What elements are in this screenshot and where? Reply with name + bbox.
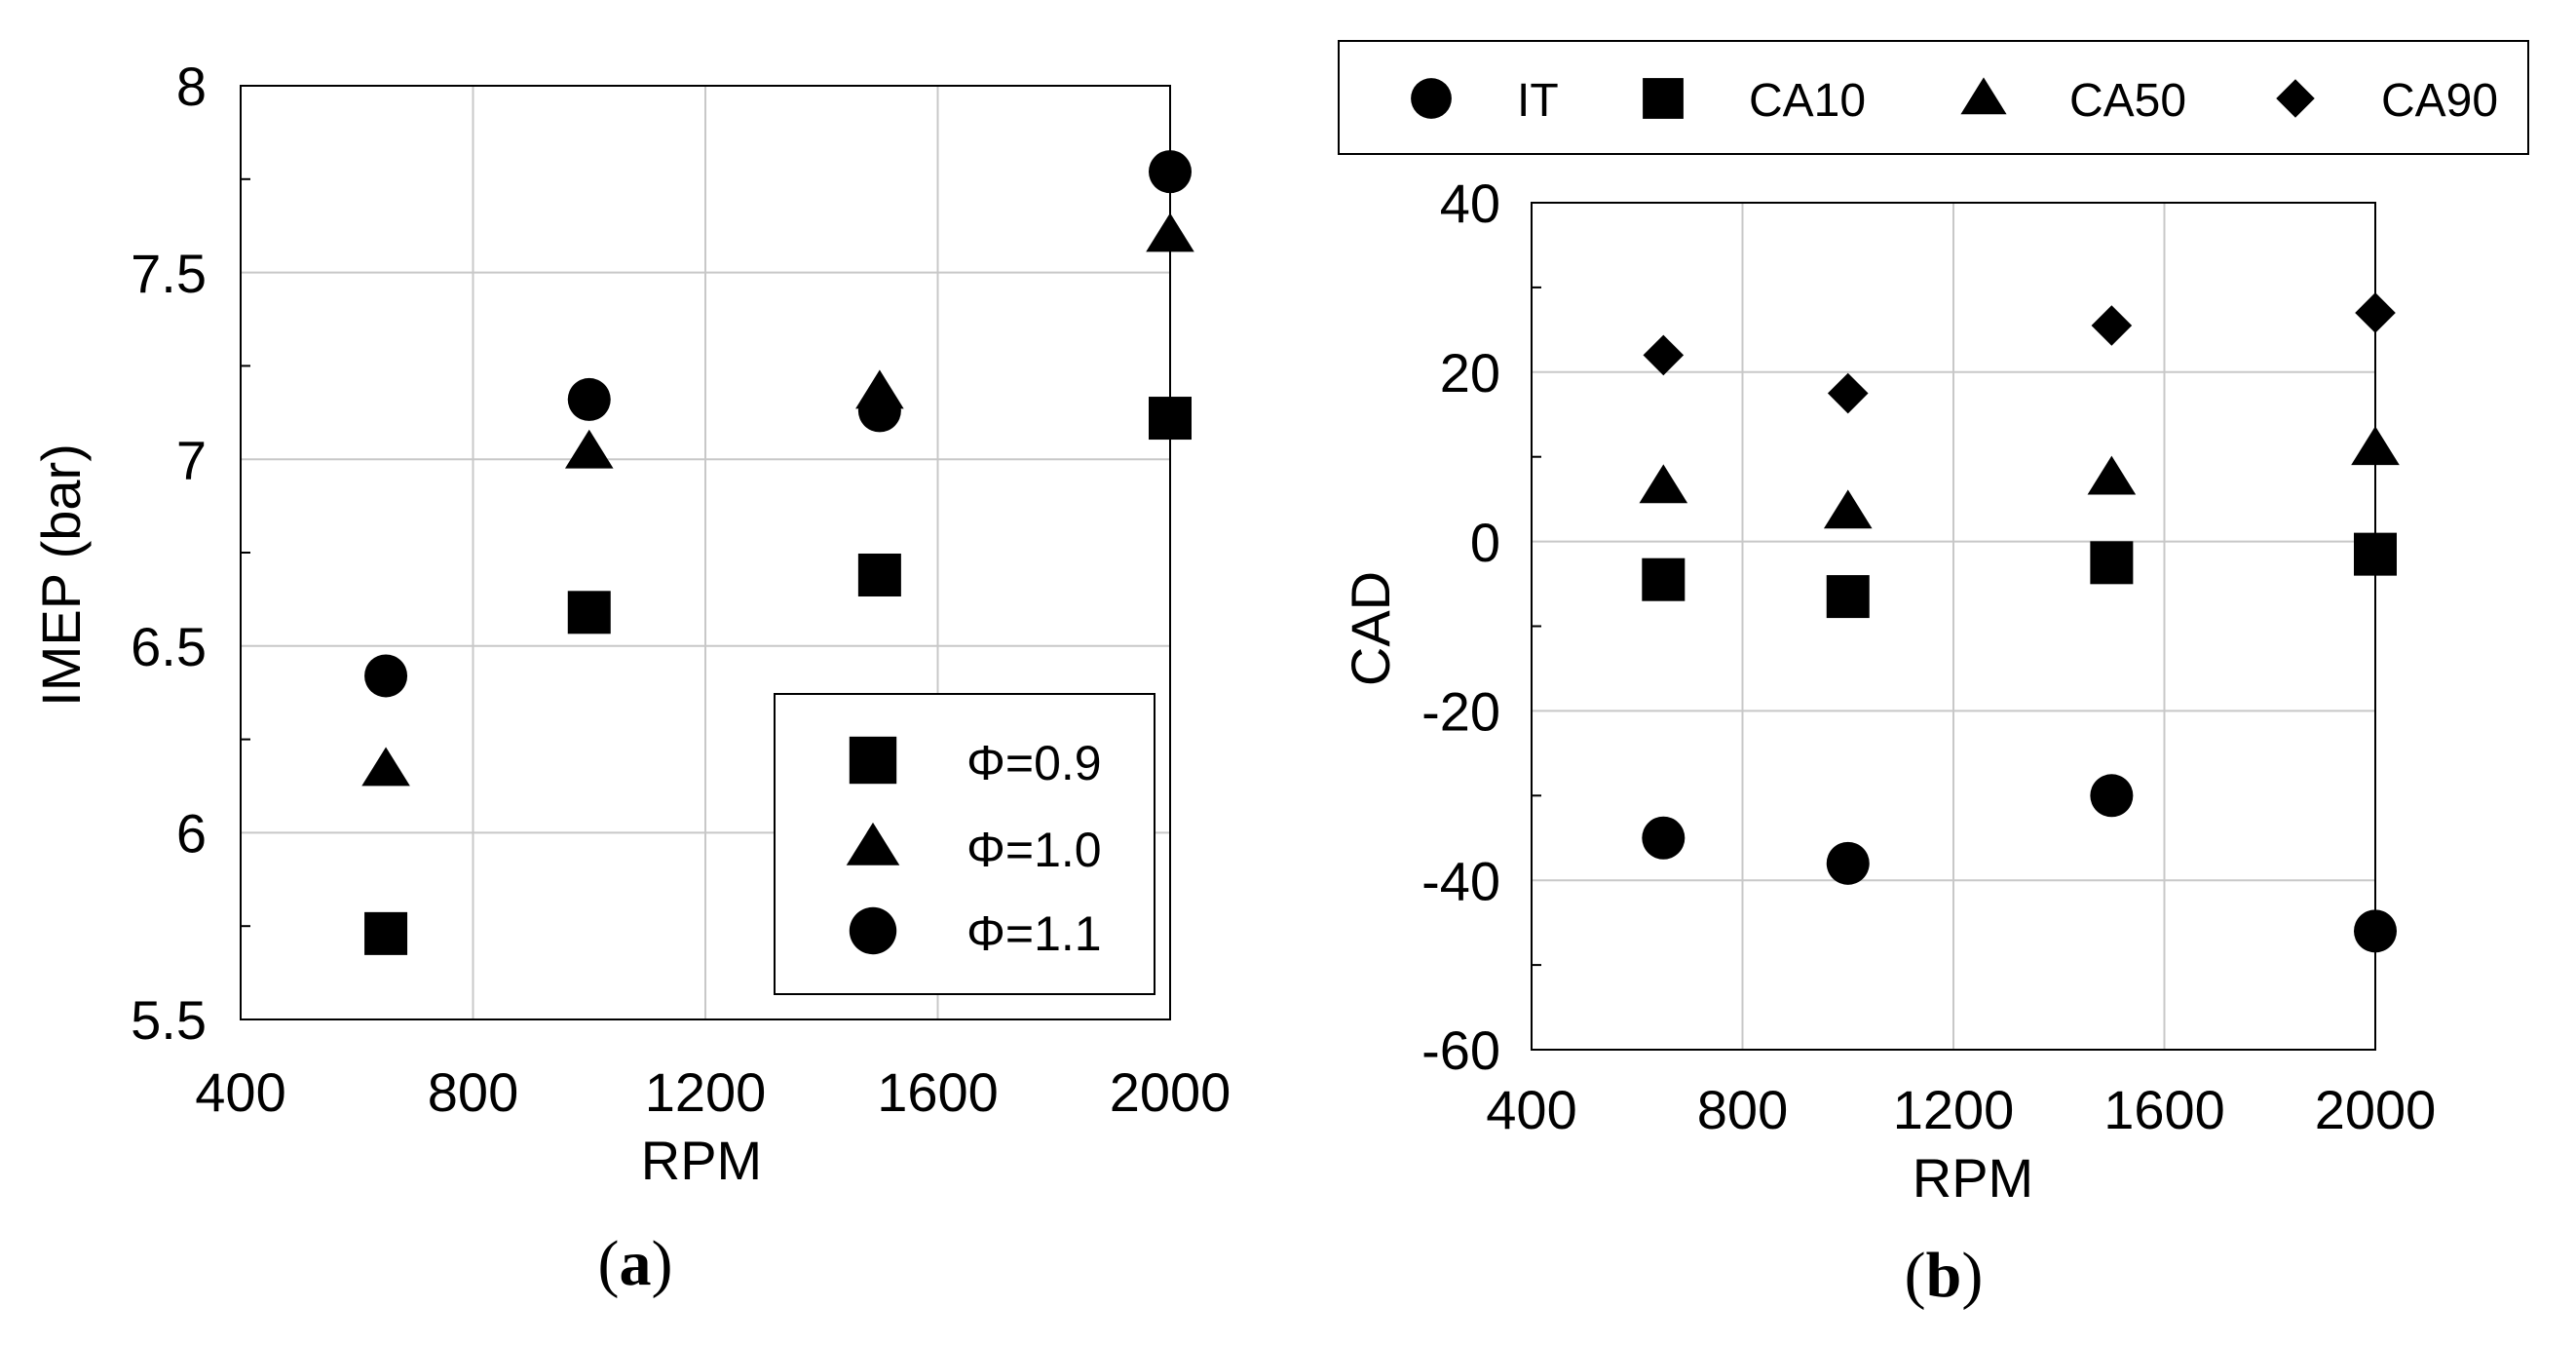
legend-label: IT xyxy=(1517,75,1559,127)
data-point-circle xyxy=(1826,841,1870,885)
panel-a-imep-chart: 400 800 1200 1600 2000 5.5 6 6.5 7 7.5 8 RPM IMEP… xyxy=(30,56,1231,1299)
panel-a-x-axis-title: RPM xyxy=(641,1130,762,1191)
x-tick-label: 400 xyxy=(1486,1079,1576,1140)
panel-a-y-tick-labels: 5.5 6 6.5 7 7.5 8 xyxy=(131,56,207,1051)
legend-marker-diamond xyxy=(2276,79,2315,118)
legend-label: Φ=1.1 xyxy=(966,906,1102,961)
y-tick-label: 40 xyxy=(1440,173,1500,234)
panel-b-x-tick-labels: 400 800 1200 1600 2000 xyxy=(1486,1079,2436,1140)
data-point-circle xyxy=(1149,150,1192,194)
panel-a-grid xyxy=(241,86,1170,1019)
data-point-triangle xyxy=(2351,426,2400,466)
y-tick-label: 5.5 xyxy=(131,989,207,1051)
x-tick-label: 1200 xyxy=(645,1061,767,1123)
data-point-diamond xyxy=(1827,372,1869,414)
data-point-diamond xyxy=(1643,334,1685,376)
panel-b-label: (b) xyxy=(1905,1240,1984,1311)
data-point-circle xyxy=(567,377,611,421)
panel-b-legend: IT CA10 CA50 CA90 xyxy=(1338,40,2529,155)
panel-b-legend-box xyxy=(1338,40,2529,155)
panel-b-legend-entries: IT CA10 CA50 CA90 xyxy=(1411,75,2498,127)
panel-b-plot-frame xyxy=(1531,202,2376,1051)
x-tick-label: 400 xyxy=(195,1061,285,1123)
legend-label: CA10 xyxy=(1749,75,1866,127)
data-point-triangle xyxy=(1639,464,1688,504)
panel-b-x-axis-title: RPM xyxy=(1913,1147,2033,1209)
data-point-square xyxy=(1642,557,1686,601)
data-point-square xyxy=(1149,397,1192,441)
y-tick-label: 6 xyxy=(176,803,207,865)
data-point-diamond xyxy=(2091,305,2133,346)
legend-marker-circle xyxy=(1411,78,1452,119)
legend-label: Φ=1.0 xyxy=(966,823,1102,877)
panel-b-grid xyxy=(1532,203,2375,1050)
data-point-square xyxy=(2090,541,2134,585)
data-point-triangle xyxy=(2087,455,2137,495)
y-tick-label: -20 xyxy=(1421,681,1500,743)
legend-marker-triangle xyxy=(1960,77,2007,115)
panel-a-legend-entries: Φ=0.9 Φ=1.0 Φ=1.1 xyxy=(846,736,1102,961)
panel-a-legend: Φ=0.9 Φ=1.0 Φ=1.1 xyxy=(774,693,1155,995)
x-tick-label: 1200 xyxy=(1893,1079,2015,1140)
panel-b-data-points xyxy=(1639,292,2400,953)
y-tick-label: -40 xyxy=(1421,850,1500,911)
legend-marker-square xyxy=(849,736,897,785)
data-point-triangle xyxy=(1823,489,1873,529)
panel-a-data-points xyxy=(361,150,1194,955)
legend-marker-triangle xyxy=(846,822,900,865)
y-tick-label: 8 xyxy=(176,56,207,117)
x-tick-label: 1600 xyxy=(877,1061,999,1123)
x-tick-label: 800 xyxy=(428,1061,518,1123)
data-point-diamond xyxy=(2355,292,2396,333)
legend-label: CA90 xyxy=(2381,75,2498,127)
x-tick-label: 2000 xyxy=(2315,1079,2437,1140)
panel-a-plot-frame xyxy=(240,85,1171,1020)
y-tick-label: 7.5 xyxy=(131,243,207,304)
x-tick-label: 800 xyxy=(1697,1079,1788,1140)
y-tick-label: 6.5 xyxy=(131,616,207,677)
x-tick-label: 1600 xyxy=(2103,1079,2225,1140)
data-point-circle xyxy=(1642,816,1686,860)
data-point-square xyxy=(364,911,408,955)
legend-label: Φ=0.9 xyxy=(966,736,1102,790)
data-point-square xyxy=(1826,575,1870,619)
panel-b-y-tick-labels: -60 -40 -20 0 20 40 xyxy=(1421,173,1500,1081)
data-point-circle xyxy=(364,654,408,698)
data-point-circle xyxy=(2354,909,2397,953)
data-point-circle xyxy=(2090,774,2134,818)
data-point-triangle xyxy=(361,747,410,787)
panel-a-x-tick-labels: 400 800 1200 1600 2000 xyxy=(195,1061,1231,1123)
data-point-square xyxy=(2354,532,2397,576)
panel-b-cad-chart: 400 800 1200 1600 2000 -60 -40 -20 0 20 40 RPM CA… xyxy=(1338,40,2529,1311)
panel-a-y-axis-title: IMEP (bar) xyxy=(30,443,92,707)
data-point-square xyxy=(857,553,901,596)
panel-a-legend-box xyxy=(774,693,1155,995)
panel-b-y-axis-title: CAD xyxy=(1340,571,1401,686)
data-point-triangle xyxy=(564,429,614,469)
legend-label: CA50 xyxy=(2069,75,2186,127)
panel-a-label: (a) xyxy=(598,1228,673,1299)
data-point-triangle xyxy=(1146,212,1194,252)
data-point-square xyxy=(567,591,611,634)
x-tick-label: 2000 xyxy=(1110,1061,1231,1123)
y-tick-label: 0 xyxy=(1470,512,1500,573)
y-tick-label: 7 xyxy=(176,429,207,490)
y-tick-label: 20 xyxy=(1440,342,1500,404)
y-tick-label: -60 xyxy=(1421,1019,1500,1081)
legend-marker-circle xyxy=(849,906,897,955)
data-point-circle xyxy=(857,389,901,433)
legend-marker-square xyxy=(1643,78,1684,119)
